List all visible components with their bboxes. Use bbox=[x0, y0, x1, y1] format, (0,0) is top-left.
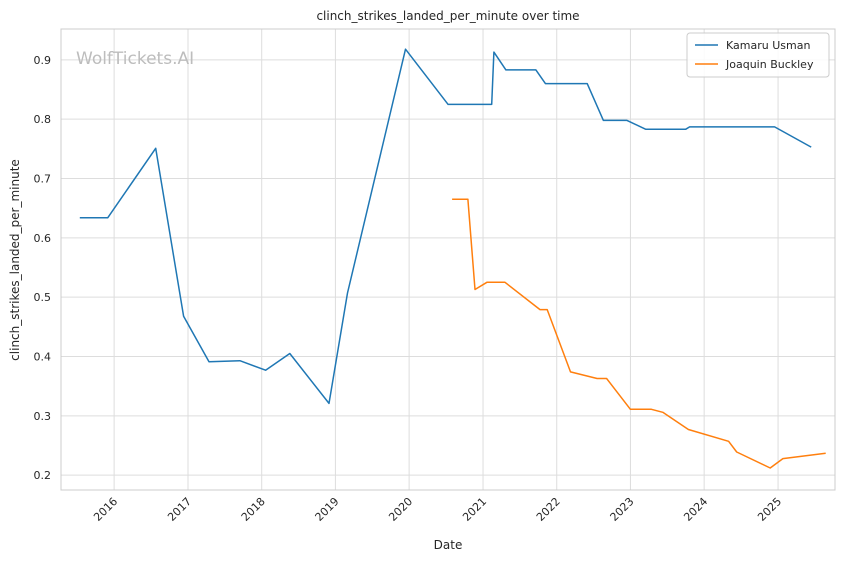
x-tick-label: 2022 bbox=[534, 495, 563, 524]
y-tick-label: 0.9 bbox=[34, 54, 52, 67]
y-axis-ticks: 0.2 0.3 0.4 0.5 0.6 0.7 0.8 0.9 bbox=[34, 54, 52, 482]
y-tick-label: 0.6 bbox=[34, 232, 52, 245]
plot-frame bbox=[60, 28, 836, 491]
y-tick-label: 0.8 bbox=[34, 113, 52, 126]
legend-label-kamaru-usman: Kamaru Usman bbox=[726, 39, 810, 52]
y-tick-label: 0.2 bbox=[34, 469, 52, 482]
series-lines bbox=[79, 48, 826, 469]
y-tick-label: 0.7 bbox=[34, 173, 52, 186]
gridlines bbox=[61, 29, 835, 490]
y-tick-label: 0.4 bbox=[34, 351, 52, 364]
watermark: WolfTickets.AI bbox=[76, 49, 194, 69]
x-tick-label: 2021 bbox=[460, 495, 489, 524]
x-tick-label: 2025 bbox=[755, 495, 784, 524]
chart-title: clinch_strikes_landed_per_minute over ti… bbox=[316, 9, 579, 23]
x-tick-label: 2019 bbox=[313, 495, 342, 524]
x-axis-label: Date bbox=[434, 538, 463, 552]
y-tick-label: 0.5 bbox=[34, 291, 52, 304]
y-tick-label: 0.3 bbox=[34, 410, 52, 423]
x-tick-label: 2023 bbox=[608, 495, 637, 524]
x-tick-label: 2016 bbox=[91, 495, 120, 524]
x-axis-ticks: 2016 2017 2018 2019 2020 2021 2022 2023 2024 2025 bbox=[91, 495, 784, 524]
x-tick-label: 2018 bbox=[239, 495, 268, 524]
legend: Kamaru Usman Joaquin Buckley bbox=[686, 32, 830, 78]
y-axis-label: clinch_strikes_landed_per_minute bbox=[8, 159, 22, 361]
x-tick-label: 2024 bbox=[681, 495, 710, 524]
x-tick-label: 2017 bbox=[165, 495, 194, 524]
series-line-kamaru-usman bbox=[79, 48, 812, 405]
series-line-joaquin-buckley bbox=[452, 198, 826, 469]
legend-box bbox=[686, 32, 830, 78]
x-tick-label: 2020 bbox=[386, 495, 415, 524]
legend-label-joaquin-buckley: Joaquin Buckley bbox=[725, 58, 814, 71]
